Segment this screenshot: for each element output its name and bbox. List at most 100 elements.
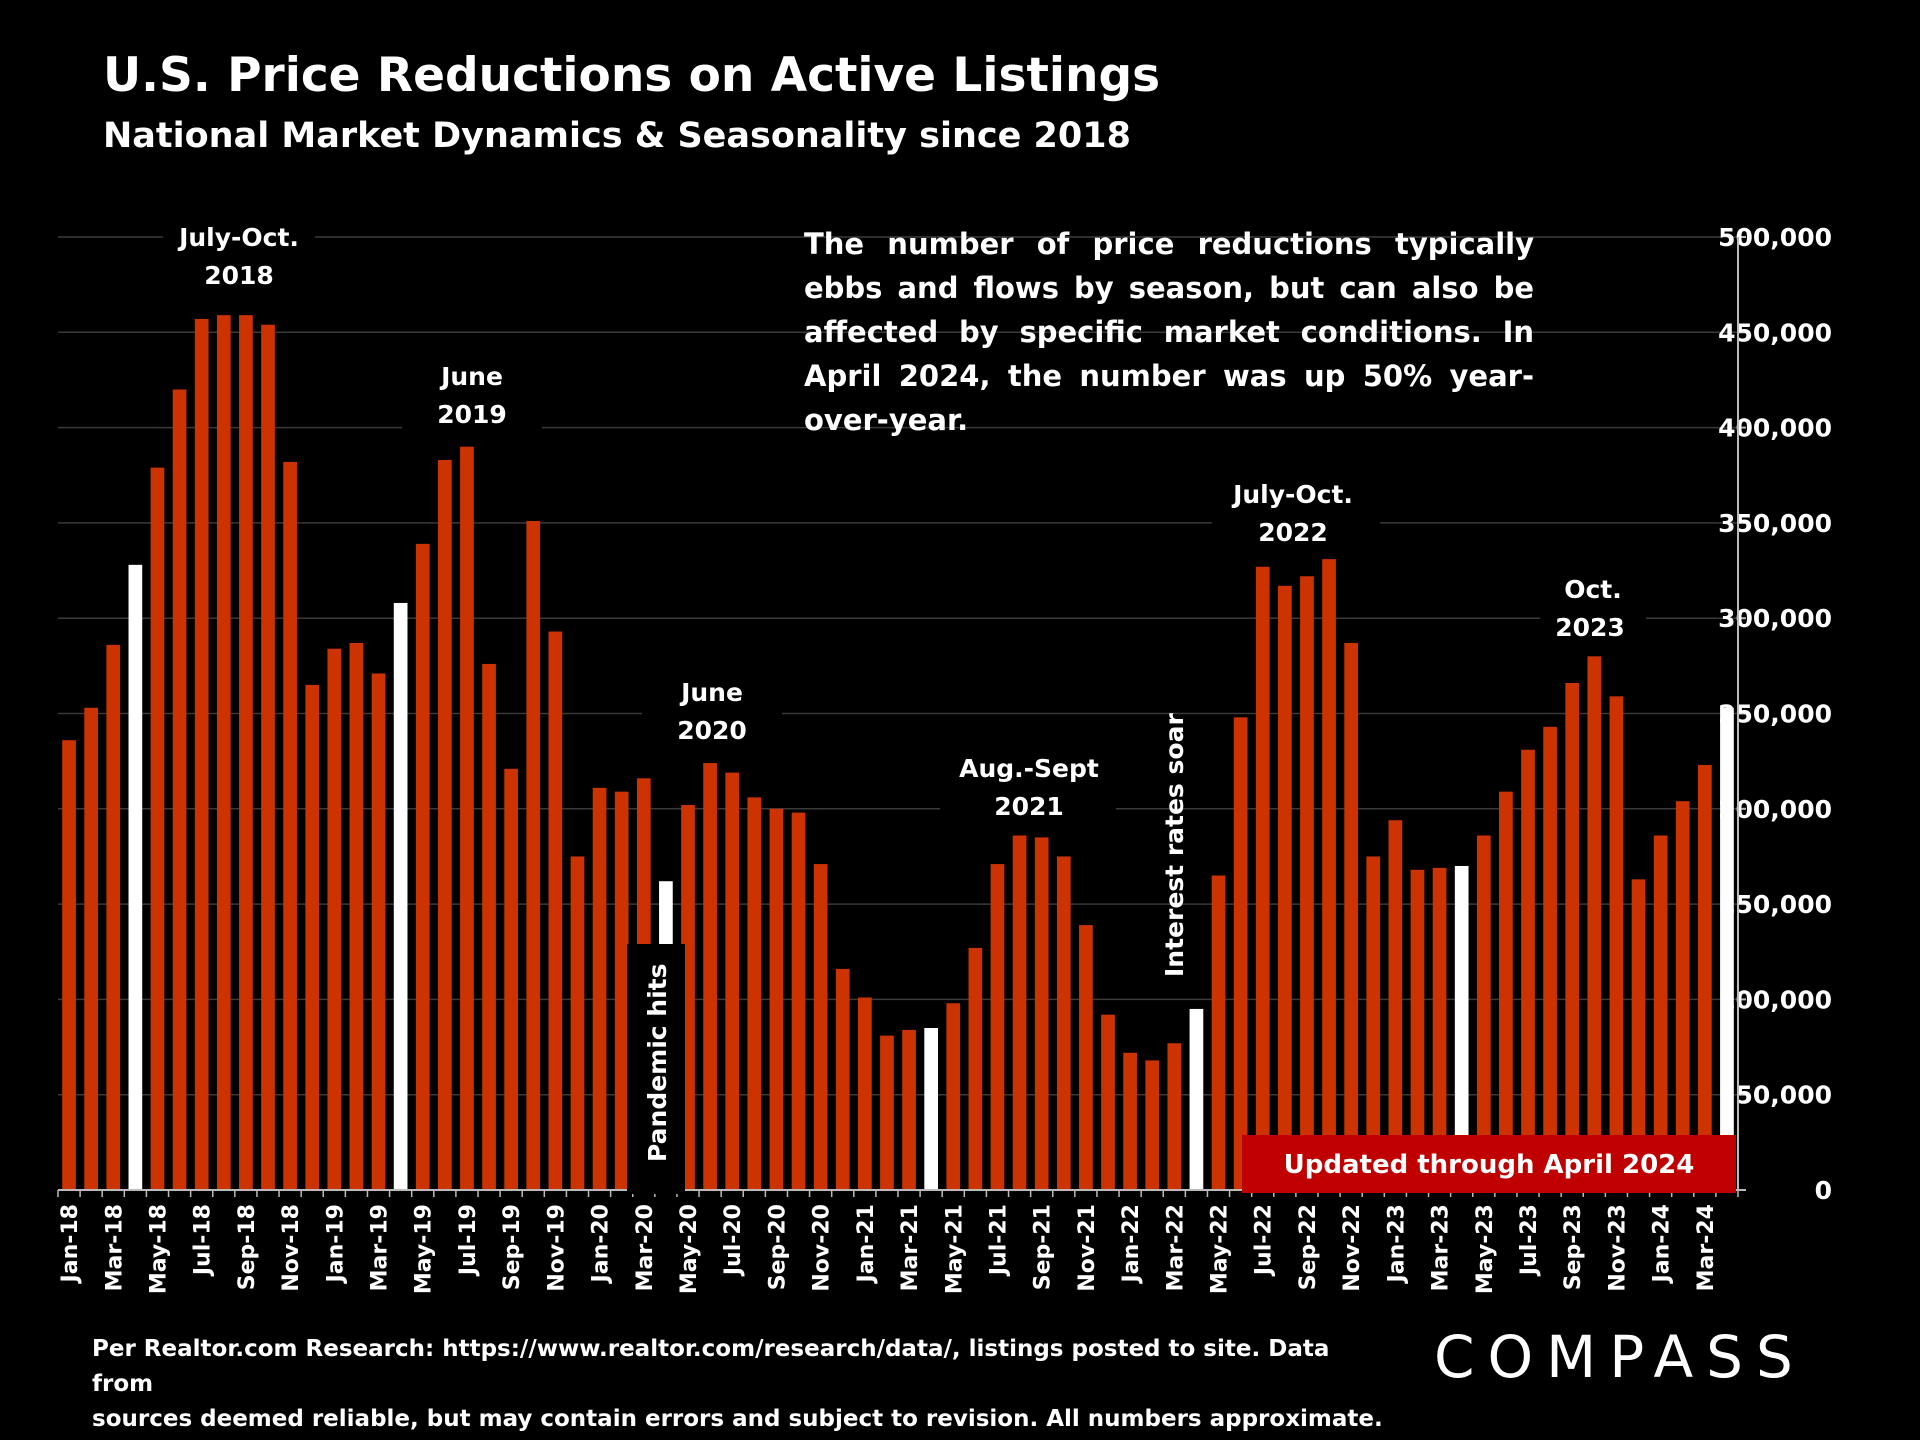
y-tick-label: 250,000 bbox=[1718, 700, 1832, 729]
bar bbox=[62, 740, 76, 1190]
x-tick-label: Mar-23 bbox=[1429, 1204, 1454, 1291]
x-tick-label: May-21 bbox=[942, 1204, 967, 1294]
x-tick-label: Nov-18 bbox=[279, 1204, 304, 1292]
x-tick-label: Mar-19 bbox=[368, 1204, 393, 1291]
source-note: Per Realtor.com Research: https://www.re… bbox=[92, 1332, 1392, 1437]
bar bbox=[1322, 559, 1336, 1190]
source-line-1: Per Realtor.com Research: https://www.re… bbox=[92, 1336, 1330, 1397]
x-tick-label: May-18 bbox=[146, 1204, 171, 1294]
x-tick-label: Nov-20 bbox=[810, 1204, 835, 1292]
y-tick-label: 150,000 bbox=[1718, 890, 1832, 919]
bar bbox=[482, 663, 496, 1190]
x-tick-label: Nov-23 bbox=[1605, 1204, 1630, 1292]
annotation-bg bbox=[940, 748, 1116, 822]
bar bbox=[1079, 925, 1093, 1190]
annotation-bg bbox=[402, 358, 542, 432]
annotation-2021-line2: 2021 bbox=[994, 792, 1064, 821]
bar bbox=[1587, 656, 1602, 1190]
bar bbox=[1344, 642, 1359, 1190]
annotation-bg bbox=[1212, 476, 1380, 550]
bar bbox=[1189, 1008, 1204, 1190]
annotation-2020-line1: June bbox=[679, 678, 743, 707]
x-tick-label: Nov-19 bbox=[544, 1204, 569, 1292]
bar bbox=[1012, 835, 1027, 1190]
bar bbox=[283, 461, 297, 1191]
x-tick-label: Mar-24 bbox=[1694, 1204, 1719, 1291]
bar bbox=[84, 707, 99, 1190]
bar bbox=[703, 763, 717, 1190]
bar bbox=[1233, 717, 1248, 1190]
annotation-2019-line1: June bbox=[439, 362, 503, 391]
bar bbox=[305, 684, 320, 1190]
x-tick-label: Jul-22 bbox=[1252, 1204, 1277, 1277]
x-tick-label: Jul-21 bbox=[986, 1204, 1011, 1277]
bar bbox=[1675, 801, 1690, 1190]
x-tick-label: Sep-23 bbox=[1561, 1204, 1586, 1290]
bar bbox=[1410, 869, 1425, 1190]
bar bbox=[172, 389, 187, 1191]
bar bbox=[747, 797, 762, 1190]
annotation-2020-line2: 2020 bbox=[677, 716, 747, 745]
bar bbox=[1034, 837, 1049, 1190]
bar bbox=[1388, 820, 1403, 1190]
bar bbox=[968, 947, 983, 1190]
bar bbox=[1631, 879, 1646, 1190]
bar bbox=[614, 791, 629, 1190]
bar bbox=[150, 467, 165, 1191]
y-tick-label: 50,000 bbox=[1736, 1081, 1832, 1110]
x-tick-label: Jan-23 bbox=[1384, 1204, 1409, 1284]
bar bbox=[106, 644, 121, 1190]
x-tick-label: Jul-19 bbox=[456, 1204, 481, 1277]
x-tick-label: Nov-22 bbox=[1340, 1204, 1365, 1292]
annotation-bg bbox=[1540, 571, 1646, 645]
bar bbox=[880, 1035, 894, 1190]
bar bbox=[1476, 835, 1491, 1190]
bar bbox=[1543, 726, 1557, 1190]
bar bbox=[548, 631, 563, 1190]
annotation-2018-line2: 2018 bbox=[204, 261, 274, 290]
x-tick-label: May-22 bbox=[1208, 1204, 1233, 1294]
x-tick-label: May-19 bbox=[412, 1204, 437, 1294]
annotation-bg bbox=[642, 674, 782, 748]
x-tick-label: Sep-22 bbox=[1296, 1204, 1321, 1290]
source-line-2: sources deemed reliable, but may contain… bbox=[92, 1406, 1383, 1432]
chart-subtitle: National Market Dynamics & Seasonality s… bbox=[103, 116, 1131, 156]
chart-title: U.S. Price Reductions on Active Listings bbox=[103, 48, 1161, 103]
x-tick-label: Sep-21 bbox=[1031, 1204, 1056, 1290]
bar bbox=[1499, 791, 1513, 1190]
bar bbox=[1211, 875, 1226, 1190]
bar bbox=[1255, 566, 1270, 1190]
bar bbox=[857, 997, 872, 1190]
bar bbox=[1366, 856, 1381, 1190]
x-tick-label: Jul-18 bbox=[191, 1204, 216, 1277]
bar bbox=[902, 1029, 916, 1190]
update-banner-text: Updated through April 2024 bbox=[1284, 1150, 1695, 1180]
bar bbox=[1521, 749, 1535, 1190]
bar bbox=[592, 787, 607, 1190]
bar bbox=[261, 324, 275, 1190]
bar bbox=[1609, 696, 1624, 1190]
x-tick-label: Mar-18 bbox=[102, 1204, 127, 1291]
annotation-2022-line1: July-Oct. bbox=[1231, 480, 1353, 509]
bar bbox=[1056, 856, 1071, 1190]
bar bbox=[216, 315, 231, 1190]
annotation-2018-line1: July-Oct. bbox=[177, 223, 299, 252]
bar bbox=[327, 648, 342, 1190]
bar bbox=[1277, 585, 1292, 1190]
x-tick-label: Jan-20 bbox=[589, 1204, 614, 1284]
x-tick-label: Jul-20 bbox=[721, 1204, 746, 1277]
x-tick-label: Jan-21 bbox=[854, 1204, 879, 1284]
bar bbox=[1697, 764, 1712, 1190]
x-tick-label: Jan-24 bbox=[1650, 1204, 1675, 1284]
bar bbox=[504, 768, 519, 1190]
annotation-2023-line1: Oct. bbox=[1564, 575, 1622, 604]
bars bbox=[62, 315, 1734, 1191]
bar bbox=[1565, 683, 1580, 1190]
bar bbox=[990, 864, 1005, 1190]
y-tick-label: 0 bbox=[1815, 1176, 1832, 1205]
x-tick-label: Mar-22 bbox=[1163, 1204, 1188, 1291]
bar bbox=[791, 812, 806, 1190]
chart-note: The number of price reductions typically… bbox=[804, 227, 1534, 437]
x-tick-label: Sep-20 bbox=[765, 1204, 790, 1290]
